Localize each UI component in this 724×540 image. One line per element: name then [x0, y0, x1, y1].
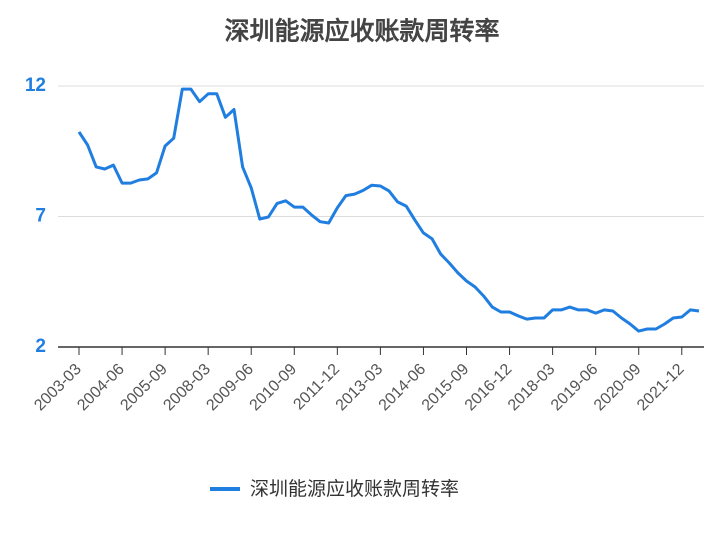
x-tick-label: 2003-03	[31, 361, 85, 415]
x-tick-label: 2008-03	[160, 361, 214, 415]
y-tick-label: 7	[35, 206, 46, 227]
x-tick-label: 2005-09	[117, 361, 171, 415]
y-tick-label: 12	[25, 75, 46, 96]
x-tick-label: 2010-09	[247, 361, 301, 415]
series-line	[77, 87, 700, 333]
x-tick-label: 2013-03	[333, 361, 387, 415]
x-tick-label: 2009-06	[203, 361, 257, 415]
x-tick-label: 2015-09	[419, 361, 473, 415]
x-tick-label: 2021-12	[634, 361, 688, 415]
x-tick-label: 2020-09	[591, 361, 645, 415]
y-tick-label: 2	[35, 336, 46, 357]
x-tick-label: 2014-06	[376, 361, 430, 415]
x-tick-label: 2019-06	[548, 361, 602, 415]
x-tick-label: 2004-06	[74, 361, 128, 415]
x-tick-label: 2016-12	[462, 361, 516, 415]
legend-label: 深圳能源应收账款周转率	[250, 478, 459, 500]
chart-title: 深圳能源应收账款周转率	[224, 17, 499, 46]
x-tick-label: 2018-03	[505, 361, 559, 415]
